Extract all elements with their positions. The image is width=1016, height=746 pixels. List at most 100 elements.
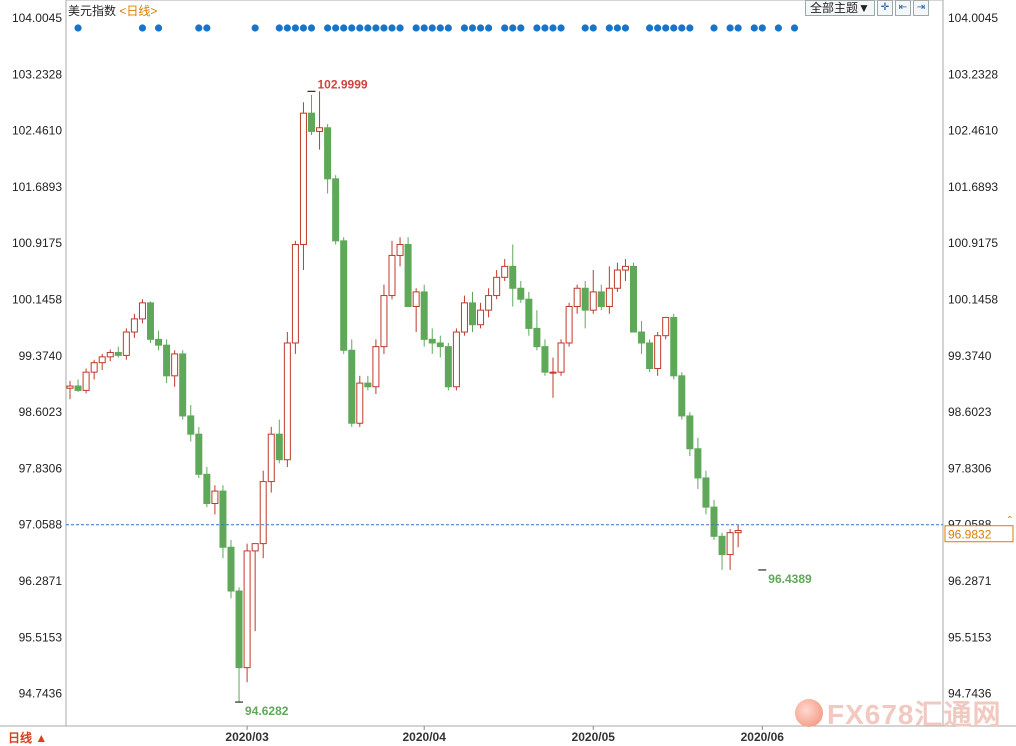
period-link[interactable]: <日线> (119, 4, 158, 18)
candle-body (98, 356, 106, 364)
candle-body (533, 327, 541, 348)
candle-body (396, 243, 404, 256)
y-tick-label-right: 97.8306 (948, 461, 992, 475)
candle-body (444, 346, 452, 388)
event-marker-dot (332, 24, 340, 32)
event-marker-dot (460, 24, 469, 32)
event-marker-dot (758, 24, 766, 32)
y-tick-label-right: 103.2328 (948, 67, 998, 81)
candle-body (702, 477, 710, 508)
event-marker-dot (710, 24, 718, 32)
candle-body (686, 415, 694, 450)
event-marker-dot (621, 24, 630, 32)
candle-body (340, 240, 348, 351)
watermark-text: FX678汇通网 (827, 699, 1002, 730)
candle-body (380, 295, 388, 348)
y-tick-label-left: 97.0588 (19, 518, 63, 532)
y-tick-label-left: 102.4610 (12, 124, 62, 138)
candle-body (163, 344, 171, 377)
low-annotation-label: 96.4389 (768, 572, 812, 586)
candle-body (114, 351, 122, 356)
event-marker-dot (589, 24, 597, 32)
event-marker-dot (646, 24, 654, 32)
candle-body (308, 112, 315, 132)
event-marker-dot (412, 24, 420, 32)
event-marker-dot (541, 24, 549, 32)
event-marker-dot (356, 24, 364, 32)
candle-body (122, 331, 130, 356)
candle-body (155, 338, 163, 346)
y-tick-label-left: 104.0045 (12, 11, 62, 25)
period-tab-label: 日线 (8, 731, 33, 745)
candle-body (106, 351, 114, 358)
event-marker-dot (372, 24, 380, 32)
candle-body (452, 331, 460, 388)
candle-body (509, 265, 517, 289)
x-tick-label: 2020/06 (741, 730, 785, 744)
event-marker-dot (340, 24, 348, 32)
candle-body (630, 265, 637, 333)
y-tick-label-left: 101.6893 (12, 180, 62, 194)
event-marker-dot (557, 24, 565, 32)
candle-body (187, 415, 195, 435)
event-marker-dot (774, 24, 783, 32)
candle-body (235, 590, 243, 669)
candle-body (734, 529, 742, 534)
candle-body (267, 433, 275, 483)
candle-body (203, 473, 211, 504)
candle-body (179, 353, 187, 417)
candle-body (66, 385, 74, 389)
candle-body (299, 112, 307, 245)
y-tick-label-left: 103.2328 (12, 67, 62, 81)
candle-body (372, 346, 380, 388)
event-marker-dot (533, 24, 541, 32)
chart-title: 美元指数 <日线> (68, 2, 157, 19)
event-marker-dot (203, 24, 211, 32)
event-marker-dot (436, 24, 444, 32)
event-marker-dot (686, 24, 694, 32)
candle-body (130, 318, 138, 333)
event-marker-dot (662, 24, 670, 32)
candle-body (82, 371, 90, 391)
candle-body (678, 375, 686, 417)
event-marker-dot (388, 24, 396, 32)
event-marker-dot (299, 24, 308, 32)
candle-body (138, 302, 146, 320)
y-tick-label-right: 98.6023 (948, 405, 992, 419)
candle-body (493, 276, 501, 297)
candle-body (74, 385, 82, 391)
x-tick-label: 2020/03 (225, 730, 269, 744)
candle-body (597, 291, 605, 308)
candle-body (404, 243, 412, 308)
event-marker-dot (154, 24, 163, 32)
candle-body (356, 382, 364, 424)
event-marker-dot (509, 24, 517, 32)
candle-body (549, 371, 557, 374)
event-marker-dot (678, 24, 686, 32)
y-tick-label-right: 99.3740 (948, 349, 992, 363)
candle-body (388, 254, 396, 297)
candle-body (710, 506, 718, 537)
period-tab[interactable]: 日线 ▲ (8, 731, 48, 745)
candle-body (251, 543, 259, 552)
candle-body (621, 265, 629, 271)
candle-body (718, 535, 726, 556)
candle-body (275, 433, 283, 461)
event-marker-dot (444, 24, 452, 32)
watermark-circle-icon (795, 699, 823, 727)
y-axis: 104.0045 104.0045 103.2328 103.2328 102.4610… (12, 11, 998, 701)
candle-body (613, 269, 621, 289)
event-marker-dot (468, 24, 477, 32)
y-tick-label-left: 97.8306 (19, 461, 63, 475)
x-tick-label: 2020/05 (572, 730, 616, 744)
candle-body (477, 309, 485, 326)
candle-body (283, 342, 291, 461)
y-tick-label-right: 94.7436 (948, 687, 992, 701)
candle-body (147, 302, 154, 340)
event-marker-dot (291, 24, 299, 32)
candle-body (654, 335, 662, 370)
event-marker-dot (74, 24, 82, 32)
y-tick-label-left: 100.9175 (12, 236, 62, 250)
plot-frame (0, 0, 1016, 727)
event-markers (74, 24, 799, 32)
